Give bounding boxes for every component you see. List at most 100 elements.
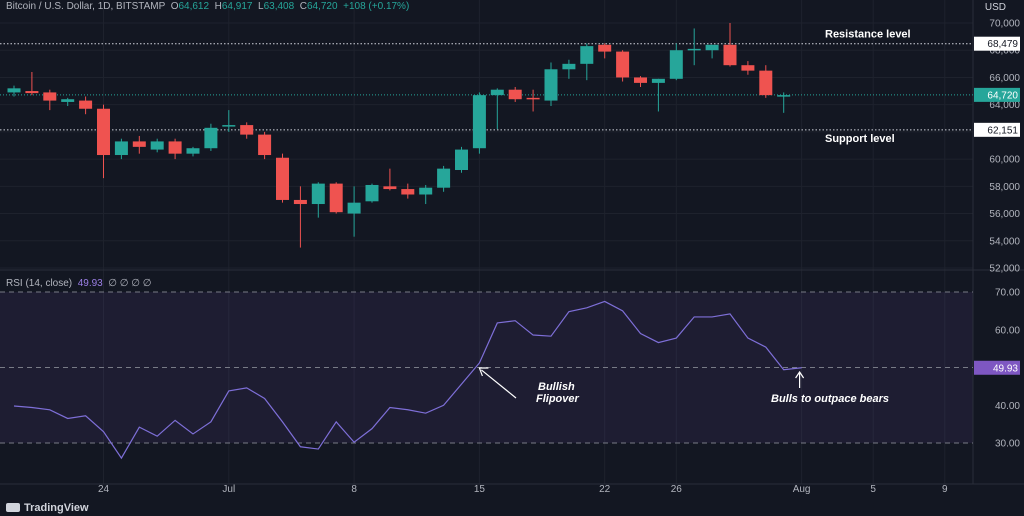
high-label: H [214, 1, 222, 12]
annotation-arrowhead [478, 367, 489, 377]
candle-up [437, 168, 451, 188]
candle-up [651, 78, 665, 83]
grid-lines [0, 0, 973, 484]
candle-up [669, 50, 683, 79]
rsi-legend: RSI (14, close) 49.93 ∅ ∅ ∅ ∅ [6, 278, 151, 289]
time-tick-label: Jul [222, 484, 235, 495]
candle-down [258, 134, 272, 156]
candle-up [186, 148, 200, 154]
low-label: L [258, 1, 264, 12]
time-tick-label: Aug [793, 484, 811, 495]
candle-down [723, 44, 737, 66]
price-tick-label: 52,000 [989, 264, 1020, 275]
currency-label[interactable]: USD [984, 2, 1006, 13]
candlestick-series [7, 23, 791, 248]
rsi-last-tag-label: 49.93 [993, 363, 1018, 374]
candle-down [276, 157, 289, 200]
candle-down [240, 125, 254, 135]
candle-up [7, 88, 21, 93]
candle-down [634, 77, 647, 83]
candle-down [25, 91, 39, 94]
annotation-bulls: Bulls to outpace bears [771, 393, 889, 405]
price-level-tag-label: 68,479 [987, 39, 1018, 50]
candle-down [401, 189, 415, 195]
time-axis[interactable]: 24 Jul 8 15 22 26 Aug 5 9 [98, 484, 948, 495]
time-tick-label: 22 [599, 484, 611, 495]
candle-up [580, 46, 594, 64]
candle-down [168, 141, 182, 154]
change-value: +108 (+0.17%) [343, 1, 410, 12]
rsi-label: RSI (14, close) [6, 278, 73, 289]
price-tick-label: 64,000 [989, 100, 1020, 111]
price-tick-label: 66,000 [989, 73, 1020, 84]
candle-down [741, 65, 755, 71]
price-tick-label: 68,000 [989, 46, 1020, 57]
price-axis[interactable]: 70,00068,00066,00064,00062,00060,00058,0… [974, 19, 1020, 275]
tradingview-icon [6, 503, 20, 512]
high-value: 64,917 [221, 1, 253, 12]
candle-up [311, 183, 325, 205]
last-price-tag-label: 64,720 [987, 90, 1018, 101]
price-level-tag-label: 62,151 [987, 125, 1018, 136]
candle-up [562, 63, 576, 70]
time-tick-label: 8 [351, 484, 357, 495]
candle-down [759, 70, 773, 96]
time-tick-label: 5 [870, 484, 876, 495]
rsi-line [13, 300, 802, 460]
candle-up [114, 141, 128, 156]
rsi-value: 49.93 [77, 278, 103, 289]
candle-down [616, 51, 630, 78]
price-tick-label: 54,000 [989, 236, 1020, 247]
time-tick-label: 26 [671, 484, 683, 495]
price-level-name: Support level [825, 133, 895, 145]
annotation-arrow [481, 369, 517, 399]
candle-down [329, 183, 343, 213]
candle-down [293, 199, 307, 205]
rsi-extra: ∅ ∅ ∅ ∅ [108, 278, 152, 289]
rsi-tick-label: 70.00 [995, 288, 1020, 299]
candle-up [61, 99, 75, 102]
candle-up [544, 69, 558, 101]
rsi-tick-label: 30.00 [995, 439, 1020, 450]
rsi-tick-label: 40.00 [995, 401, 1020, 412]
candle-up [777, 95, 791, 97]
candle-up [204, 127, 218, 149]
open-value: 64,612 [178, 1, 210, 12]
annotation-arrowhead [795, 370, 805, 379]
price-level-tag [974, 122, 1020, 137]
candle-down [598, 44, 612, 52]
candle-up [222, 125, 236, 127]
candle-up [347, 202, 361, 214]
candle-down [43, 92, 57, 101]
candle-up [472, 95, 486, 149]
legend-header: Bitcoin / U.S. Dollar, 1D, BITSTAMP O64,… [6, 1, 409, 12]
time-tick-label: 9 [942, 484, 948, 495]
price-tick-label: 56,000 [989, 209, 1020, 220]
tradingview-logo[interactable]: TradingView [6, 502, 89, 514]
candle-up [705, 44, 719, 51]
price-tick-label: 60,000 [989, 155, 1020, 166]
candle-down [97, 108, 110, 156]
candle-up [365, 184, 379, 202]
annotation-bullish-line2: Flipover [536, 393, 580, 405]
candle-down [508, 89, 522, 100]
low-value: 63,408 [263, 1, 295, 12]
candle-up [455, 149, 468, 170]
last-price-tag [974, 87, 1020, 102]
rsi-series [0, 291, 973, 460]
candle-down [383, 186, 397, 190]
rsi-tick-label: 60.00 [995, 325, 1020, 336]
price-tick-label: 58,000 [989, 182, 1020, 193]
symbol-label: Bitcoin / U.S. Dollar, 1D, BITSTAMP [6, 1, 166, 12]
candle-up [490, 89, 504, 96]
rsi-last-tag [974, 360, 1020, 375]
candle-down [79, 100, 93, 109]
candle-up [419, 187, 433, 195]
price-tick-label: 70,000 [989, 19, 1020, 30]
close-label: C [299, 1, 307, 12]
